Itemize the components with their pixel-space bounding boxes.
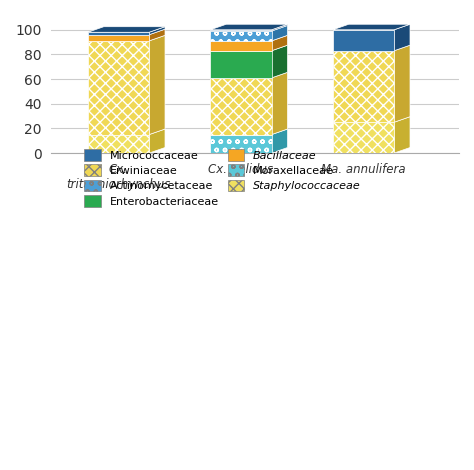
- Polygon shape: [272, 24, 288, 31]
- Bar: [88, 35, 149, 41]
- Bar: [210, 51, 272, 78]
- Bar: [88, 41, 149, 134]
- Bar: [210, 134, 272, 153]
- Bar: [333, 30, 394, 51]
- Polygon shape: [333, 24, 410, 30]
- Bar: [88, 134, 149, 153]
- Polygon shape: [394, 45, 410, 122]
- Polygon shape: [272, 129, 288, 153]
- Bar: [210, 31, 272, 41]
- Legend: Micrococcaceae, Erwiniaceae, Actinomycetaceae, Enterobacteriaceae, Bacillaceae, : Micrococcaceae, Erwiniaceae, Actinomycet…: [80, 145, 365, 211]
- Bar: [210, 41, 272, 51]
- Polygon shape: [149, 29, 165, 41]
- Polygon shape: [272, 25, 288, 41]
- Polygon shape: [394, 117, 410, 153]
- Polygon shape: [149, 35, 165, 134]
- Bar: [210, 78, 272, 134]
- Polygon shape: [272, 45, 288, 78]
- Bar: [333, 122, 394, 153]
- Polygon shape: [149, 27, 165, 35]
- Polygon shape: [394, 24, 410, 51]
- Polygon shape: [272, 72, 288, 134]
- Polygon shape: [272, 35, 288, 51]
- Polygon shape: [88, 27, 165, 32]
- Bar: [333, 51, 394, 122]
- Bar: [210, 30, 272, 31]
- Bar: [88, 32, 149, 35]
- Polygon shape: [210, 24, 288, 30]
- Polygon shape: [149, 129, 165, 153]
